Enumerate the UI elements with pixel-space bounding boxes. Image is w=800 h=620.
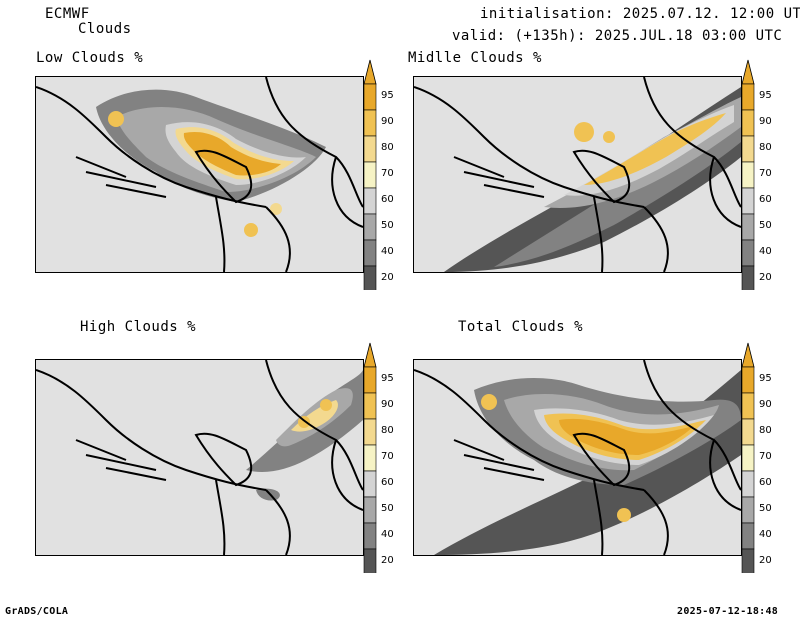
footer-left: GrADS/COLA (5, 606, 69, 617)
footer-right: 2025-07-12-18:48 (677, 606, 779, 617)
colorbar-high: 95 90 80 70 60 50 40 20 (363, 341, 405, 573)
colorbar-tick-20: 20 (381, 555, 394, 566)
colorbar-tick-20: 20 (759, 272, 772, 283)
map-high-clouds (35, 359, 364, 556)
colorbar-tick-40: 40 (381, 529, 394, 540)
map-total-clouds (413, 359, 742, 556)
colorbar-segment-70 (741, 161, 755, 189)
colorbar-segment-40 (363, 522, 377, 550)
colorbar-segment-40 (741, 522, 755, 550)
colorbar-segment-90 (363, 109, 377, 137)
colorbar-segment-90 (741, 109, 755, 137)
colorbar-segment-80 (363, 135, 377, 163)
colorbar-segment-50 (363, 496, 377, 524)
model-label: ECMWF (45, 6, 90, 22)
colorbar-tick-60: 60 (759, 194, 772, 205)
colorbar-tick-40: 40 (759, 246, 772, 257)
colorbar-tick-20: 20 (381, 272, 394, 283)
colorbar-segment-80 (741, 135, 755, 163)
colorbar-segment-70 (363, 444, 377, 472)
colorbar-tick-50: 50 (381, 220, 394, 231)
colorbar-tick-95: 95 (759, 90, 772, 101)
panel-title-low: Low Clouds % (36, 50, 144, 66)
panel-title-high: High Clouds % (80, 319, 197, 335)
colorbar-tick-60: 60 (759, 477, 772, 488)
colorbar-tick-80: 80 (381, 142, 394, 153)
colorbar-tick-95: 95 (381, 373, 394, 384)
valid-time: valid: (+135h): 2025.JUL.18 03:00 UTC (452, 28, 783, 44)
colorbar-tick-80: 80 (381, 425, 394, 436)
colorbar-tick-70: 70 (381, 168, 394, 179)
colorbar-segment-80 (363, 418, 377, 446)
colorbar-segment-95 (363, 366, 377, 394)
colorbar-segment-70 (363, 161, 377, 189)
colorbar-segment-95 (741, 83, 755, 111)
colorbar-tick-20: 20 (759, 555, 772, 566)
colorbar-segment-60 (741, 470, 755, 498)
colorbar-middle: 95 90 80 70 60 50 40 20 (741, 58, 783, 290)
colorbar-tick-90: 90 (759, 399, 772, 410)
colorbar-tick-40: 40 (381, 246, 394, 257)
map-middle-clouds (413, 76, 742, 273)
colorbar-segment-40 (363, 239, 377, 267)
colorbar-tick-80: 80 (759, 425, 772, 436)
colorbar-segment-70 (741, 444, 755, 472)
colorbar-segment-80 (741, 418, 755, 446)
colorbar-tick-70: 70 (381, 451, 394, 462)
colorbar-tick-50: 50 (759, 503, 772, 514)
colorbar-segment-20 (741, 265, 755, 290)
colorbar-tick-90: 90 (381, 399, 394, 410)
colorbar-tick-90: 90 (759, 116, 772, 127)
colorbar-tick-95: 95 (381, 90, 394, 101)
colorbar-low: 95 90 80 70 60 50 40 20 (363, 58, 405, 290)
panel-title-middle: Midlle Clouds % (408, 50, 542, 66)
colorbar-segment-95 (363, 83, 377, 111)
colorbar-segment-40 (741, 239, 755, 267)
colorbar-segment-20 (741, 548, 755, 573)
colorbar-tick-50: 50 (381, 503, 394, 514)
colorbar-tick-60: 60 (381, 194, 394, 205)
map-low-clouds (35, 76, 364, 273)
init-time: initialisation: 2025.07.12. 12:00 UTC (480, 6, 800, 22)
colorbar-tick-80: 80 (759, 142, 772, 153)
colorbar-segment-20 (363, 548, 377, 573)
colorbar-tick-70: 70 (759, 168, 772, 179)
colorbar-tick-40: 40 (759, 529, 772, 540)
colorbar-tick-70: 70 (759, 451, 772, 462)
colorbar-segment-60 (741, 187, 755, 215)
colorbar-tick-50: 50 (759, 220, 772, 231)
colorbar-segment-95 (741, 366, 755, 394)
colorbar-tick-95: 95 (759, 373, 772, 384)
colorbar-segment-60 (363, 470, 377, 498)
colorbar-segment-50 (741, 496, 755, 524)
colorbar-segment-50 (741, 213, 755, 241)
colorbar-segment-90 (741, 392, 755, 420)
product-label: Clouds (78, 21, 132, 37)
colorbar-segment-20 (363, 265, 377, 290)
colorbar-segment-60 (363, 187, 377, 215)
colorbar-segment-50 (363, 213, 377, 241)
colorbar-tick-90: 90 (381, 116, 394, 127)
colorbar-total: 95 90 80 70 60 50 40 20 (741, 341, 783, 573)
colorbar-segment-90 (363, 392, 377, 420)
colorbar-tick-60: 60 (381, 477, 394, 488)
panel-title-total: Total Clouds % (458, 319, 584, 335)
